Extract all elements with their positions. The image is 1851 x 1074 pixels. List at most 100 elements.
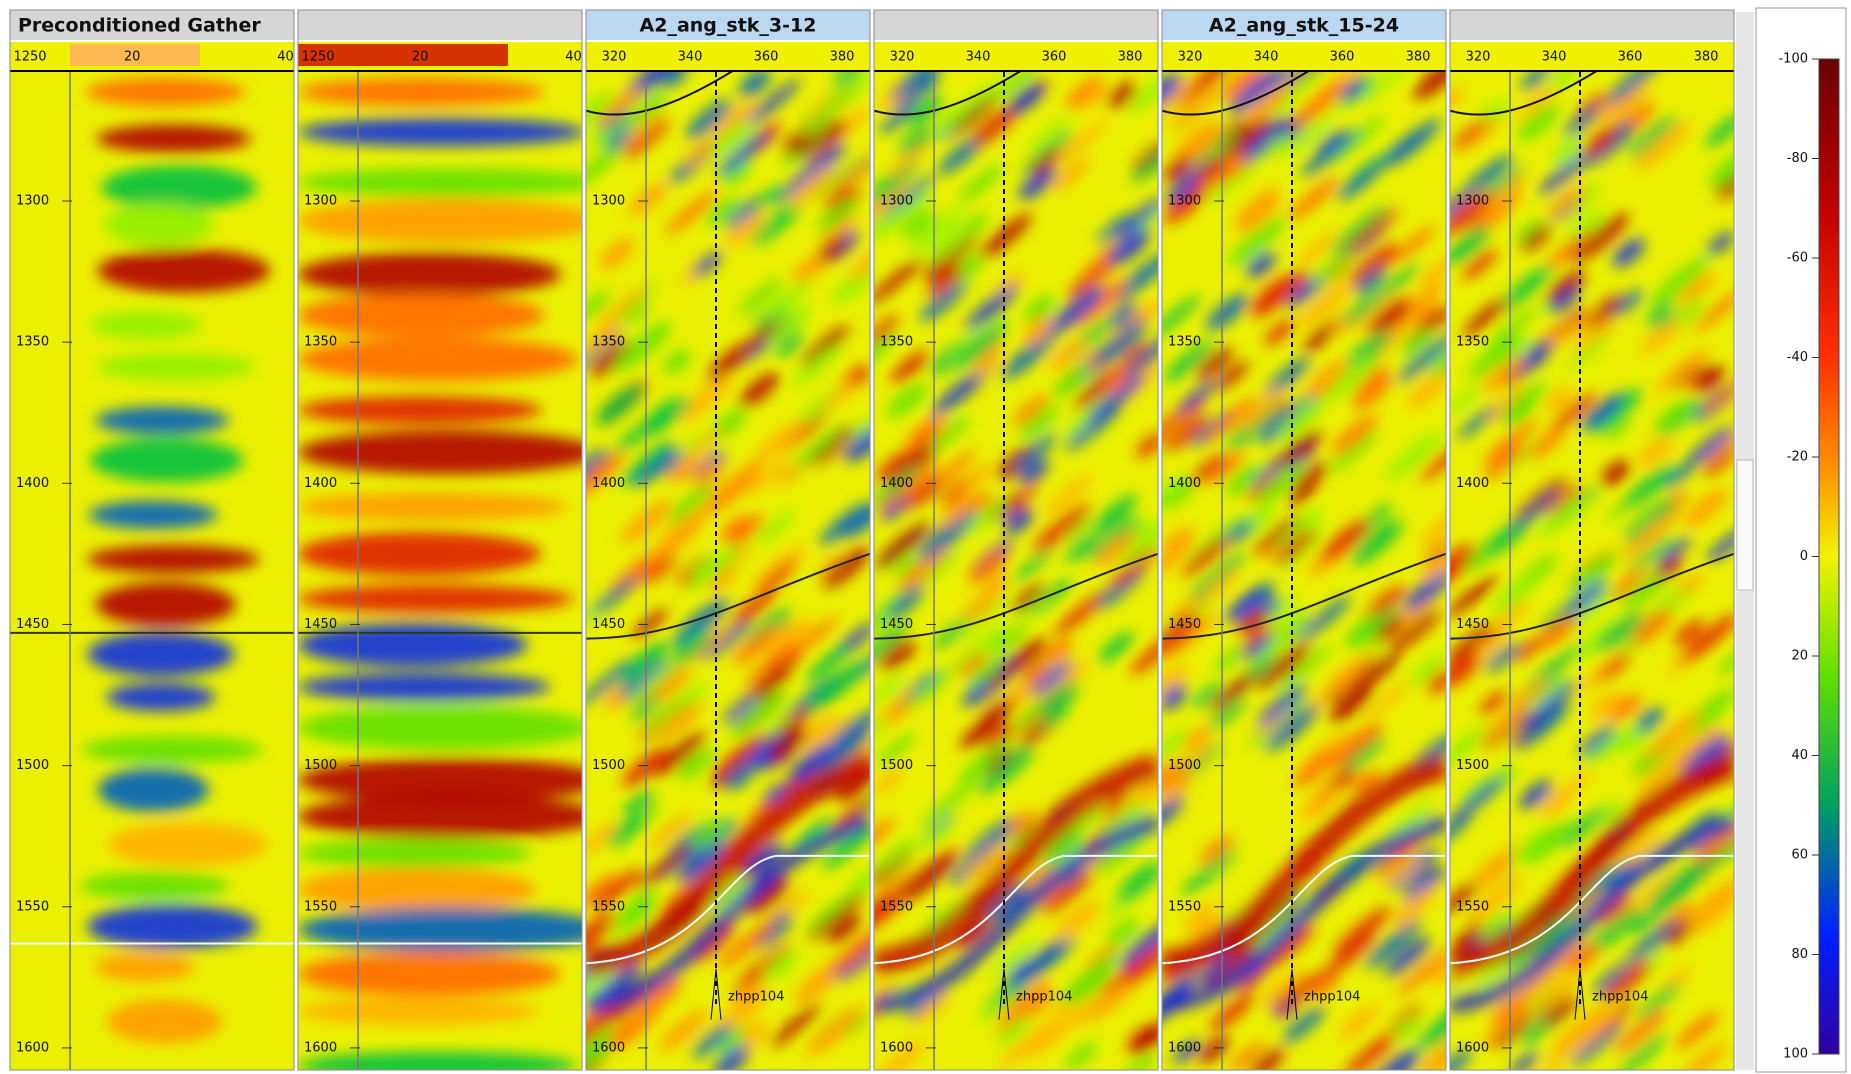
top-tick-label: 20: [412, 50, 429, 65]
depth-tick-label: 1400: [592, 476, 625, 491]
well-label: zhpp104: [1304, 990, 1360, 1005]
depth-tick-label: 1300: [1456, 194, 1489, 209]
depth-tick-label: 1350: [880, 335, 913, 350]
blob: [298, 396, 542, 424]
colorbar-tick-label: -20: [1787, 450, 1808, 465]
blob: [106, 683, 215, 711]
depth-tick-label: 1600: [16, 1040, 49, 1055]
top-tick-label: 320: [890, 50, 915, 65]
depth-tick-label: 1400: [16, 476, 49, 491]
blob: [298, 168, 604, 196]
top-tick-label: 360: [1330, 50, 1355, 65]
depth-tick-label: 1550: [1168, 899, 1201, 914]
depth-tick-label: 1500: [304, 758, 337, 773]
depth-tick-label: 1600: [304, 1040, 337, 1055]
top-tick-label: 360: [754, 50, 779, 65]
blob: [298, 997, 538, 1025]
blob: [298, 337, 578, 381]
depth-tick-label: 1450: [1168, 617, 1201, 632]
top-tick-label: 360: [1042, 50, 1067, 65]
blob: [298, 706, 591, 750]
blob: [90, 311, 202, 339]
blob: [298, 839, 532, 867]
blob: [298, 532, 541, 576]
top-tick-label: 1250: [13, 50, 46, 65]
depth-tick-label: 1550: [880, 899, 913, 914]
depth-tick-label: 1400: [1456, 476, 1489, 491]
depth-tick-label: 1300: [880, 194, 913, 209]
blob: [101, 165, 257, 209]
blob: [298, 585, 573, 613]
panel-header: [874, 10, 1158, 40]
blob: [298, 908, 610, 952]
panel-header: [298, 10, 582, 40]
top-tick-label: 380: [1406, 50, 1431, 65]
depth-tick-label: 1450: [592, 617, 625, 632]
panel-title: Preconditioned Gather: [18, 15, 261, 37]
scroll-thumb[interactable]: [1737, 460, 1753, 590]
axis-bar: [1162, 42, 1446, 70]
axis-bar: [1450, 42, 1734, 70]
colorbar-tick-label: 0: [1800, 549, 1808, 564]
top-tick-label: 380: [830, 50, 855, 65]
blob: [104, 202, 214, 246]
depth-tick-label: 1600: [592, 1040, 625, 1055]
colorbar-tick-label: 100: [1783, 1047, 1808, 1062]
top-tick-label: 320: [1466, 50, 1491, 65]
depth-tick-label: 1500: [1456, 758, 1489, 773]
top-tick-label: 1250: [301, 50, 334, 65]
top-tick-label: 340: [1254, 50, 1279, 65]
depth-tick-label: 1400: [1168, 476, 1201, 491]
depth-tick-label: 1450: [16, 617, 49, 632]
depth-tick-label: 1350: [16, 335, 49, 350]
depth-tick-label: 1600: [1456, 1040, 1489, 1055]
panel-title: A2_ang_stk_3-12: [640, 15, 817, 37]
depth-tick-label: 1550: [592, 899, 625, 914]
blob: [95, 406, 229, 434]
panel-title: A2_ang_stk_15-24: [1209, 15, 1399, 37]
colorbar-tick-label: 80: [1791, 947, 1808, 962]
depth-tick-label: 1300: [1168, 194, 1201, 209]
blob: [87, 545, 260, 573]
depth-tick-label: 1350: [1456, 335, 1489, 350]
blob: [87, 905, 258, 949]
top-tick-label: 340: [678, 50, 703, 65]
blob: [97, 249, 270, 293]
top-tick-label: 340: [1542, 50, 1567, 65]
blob: [298, 78, 544, 106]
axis-bar: [874, 42, 1158, 70]
top-tick-label: 20: [124, 50, 141, 65]
depth-tick-label: 1500: [592, 758, 625, 773]
blob: [298, 952, 561, 996]
top-tick-label: 360: [1618, 50, 1643, 65]
seismic-viewer: Preconditioned Gather 1250 20 40 1300 1350 140…: [0, 0, 1851, 1074]
blob: [95, 582, 235, 626]
colorbar-tick-label: 60: [1791, 848, 1808, 863]
blob: [298, 252, 561, 296]
blob: [80, 872, 229, 900]
depth-tick-label: 1550: [1456, 899, 1489, 914]
depth-tick-label: 1550: [304, 899, 337, 914]
blob: [82, 736, 262, 764]
blob: [96, 125, 251, 153]
blob: [95, 953, 195, 981]
colorbar-tick-label: 40: [1791, 748, 1808, 763]
depth-tick-label: 1450: [1456, 617, 1489, 632]
top-tick-label: 320: [1178, 50, 1203, 65]
blob: [298, 293, 545, 337]
top-tick-label: 380: [1118, 50, 1143, 65]
blob: [298, 430, 600, 474]
blob: [298, 673, 550, 701]
well-label: zhpp104: [1592, 990, 1648, 1005]
colorbar-tick-label: -80: [1787, 151, 1808, 166]
depth-tick-label: 1500: [880, 758, 913, 773]
depth-tick-label: 1600: [1168, 1040, 1201, 1055]
depth-tick-label: 1600: [880, 1040, 913, 1055]
top-tick-label: 380: [1694, 50, 1719, 65]
top-tick-label: 40: [565, 50, 582, 65]
well-label: zhpp104: [1016, 990, 1072, 1005]
top-tick-label: 320: [602, 50, 627, 65]
depth-tick-label: 1300: [304, 194, 337, 209]
blob: [98, 768, 209, 812]
depth-tick-label: 1450: [304, 617, 337, 632]
